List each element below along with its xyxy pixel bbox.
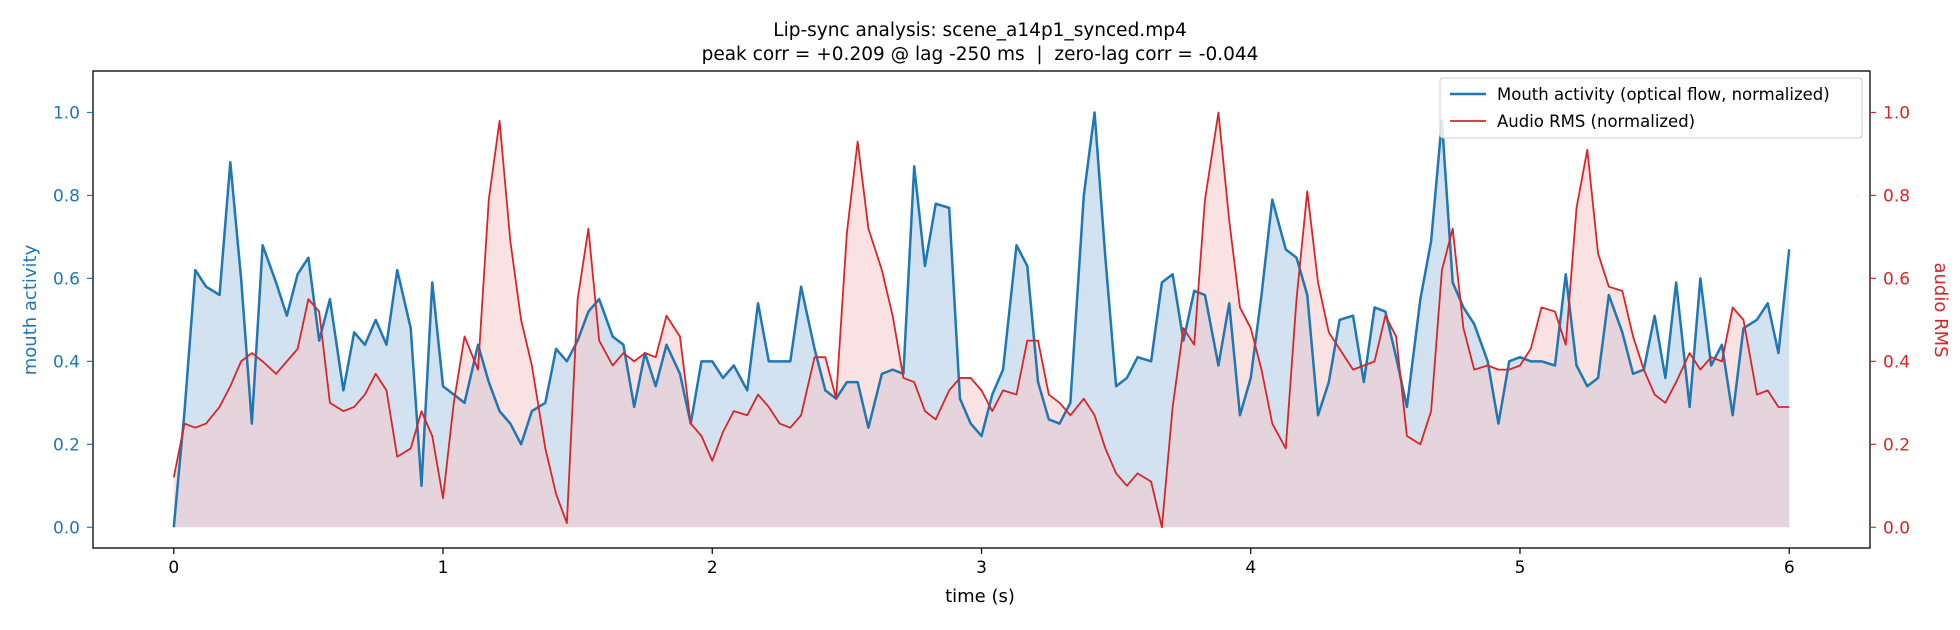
right-y-tick-label: 0.6 bbox=[1883, 269, 1910, 289]
right-y-tick-label: 0.2 bbox=[1883, 435, 1910, 455]
x-tick-label: 2 bbox=[707, 558, 718, 578]
right-y-tick-label: 1.0 bbox=[1883, 103, 1910, 123]
x-tick-label: 4 bbox=[1245, 558, 1256, 578]
series-fills bbox=[173, 112, 1790, 528]
left-y-tick-label: 0.2 bbox=[53, 435, 80, 455]
left-y-tick-label: 0.4 bbox=[53, 352, 80, 372]
x-tick-label: 1 bbox=[438, 558, 449, 578]
series-lines bbox=[172, 111, 1791, 529]
left-y-axis-title: mouth activity bbox=[20, 244, 41, 375]
x-tick-label: 0 bbox=[168, 558, 179, 578]
right-y-axis-ticks: 0.0 0.2 0.4 0.6 0.8 1.0 bbox=[1870, 103, 1910, 538]
left-y-tick-label: 1.0 bbox=[53, 103, 80, 123]
x-tick-label: 3 bbox=[976, 558, 987, 578]
series-line-mouth-activity-optical-flow-normalized bbox=[172, 111, 1791, 528]
right-y-tick-label: 0.4 bbox=[1883, 352, 1910, 372]
right-y-tick-label: 0.0 bbox=[1883, 518, 1910, 538]
area-fill-audio-rms-normalized bbox=[173, 112, 1790, 528]
chart-title: Lip-sync analysis: scene_a14p1_synced.mp… bbox=[773, 20, 1186, 41]
x-tick-label: 6 bbox=[1784, 558, 1795, 578]
legend: Mouth activity (optical flow, normalized… bbox=[1439, 77, 1863, 139]
left-y-tick-label: 0.8 bbox=[53, 186, 80, 206]
legend-label-mouth: Mouth activity (optical flow, normalized… bbox=[1497, 85, 1830, 104]
legend-label-audio: Audio RMS (normalized) bbox=[1497, 112, 1695, 131]
left-y-tick-label: 0.6 bbox=[53, 269, 80, 289]
x-axis-title: time (s) bbox=[945, 586, 1015, 607]
x-tick-label: 5 bbox=[1515, 558, 1526, 578]
left-y-axis-ticks: 0.0 0.2 0.4 0.6 0.8 1.0 bbox=[53, 103, 93, 538]
chart-subtitle: peak corr = +0.209 @ lag -250 ms | zero-… bbox=[702, 44, 1259, 65]
right-y-tick-label: 0.8 bbox=[1883, 186, 1910, 206]
right-y-axis-title: audio RMS bbox=[1930, 262, 1951, 357]
legend-box bbox=[1439, 77, 1863, 139]
x-axis-ticks: 0 1 2 3 4 5 6 bbox=[168, 548, 1795, 578]
left-y-tick-label: 0.0 bbox=[53, 518, 80, 538]
series-line-audio-rms-normalized bbox=[172, 111, 1790, 529]
